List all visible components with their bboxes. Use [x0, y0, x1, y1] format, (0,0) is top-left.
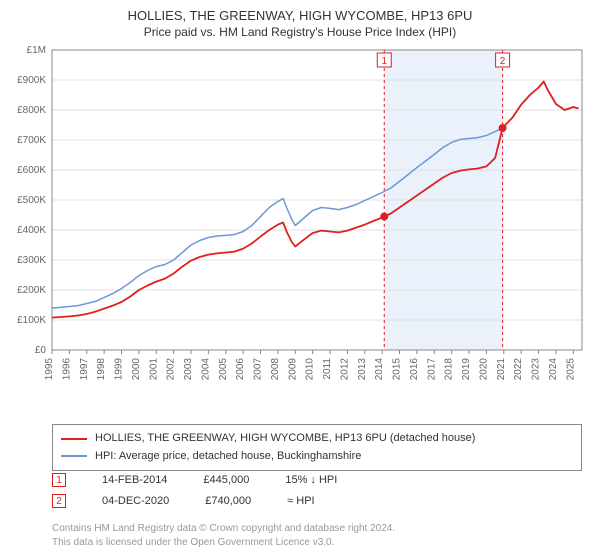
- svg-text:2012: 2012: [339, 358, 350, 381]
- svg-text:1999: 1999: [114, 358, 125, 381]
- svg-text:2015: 2015: [392, 358, 403, 381]
- svg-text:2000: 2000: [131, 358, 142, 381]
- svg-text:2016: 2016: [409, 358, 420, 381]
- svg-text:£700K: £700K: [17, 135, 46, 146]
- footer-attribution: Contains HM Land Registry data © Crown c…: [52, 522, 395, 550]
- legend-label-property: HOLLIES, THE GREENWAY, HIGH WYCOMBE, HP1…: [95, 430, 475, 448]
- legend-swatch-hpi: [61, 455, 87, 457]
- legend-box: HOLLIES, THE GREENWAY, HIGH WYCOMBE, HP1…: [52, 424, 582, 471]
- svg-text:£200K: £200K: [17, 285, 46, 296]
- svg-text:2007: 2007: [253, 358, 264, 381]
- svg-text:2006: 2006: [235, 358, 246, 381]
- legend-row-property: HOLLIES, THE GREENWAY, HIGH WYCOMBE, HP1…: [61, 430, 573, 448]
- svg-text:2002: 2002: [166, 358, 177, 381]
- marker-box-2: 2: [52, 494, 66, 508]
- svg-text:2: 2: [500, 56, 506, 67]
- svg-text:2004: 2004: [200, 358, 211, 381]
- marker-price-1: £445,000: [203, 470, 249, 491]
- svg-text:£0: £0: [35, 345, 47, 356]
- svg-text:2003: 2003: [183, 358, 194, 381]
- svg-text:2013: 2013: [357, 358, 368, 381]
- svg-text:2024: 2024: [548, 358, 559, 381]
- legend-row-hpi: HPI: Average price, detached house, Buck…: [61, 448, 573, 466]
- svg-text:£400K: £400K: [17, 225, 46, 236]
- svg-text:2022: 2022: [513, 358, 524, 381]
- chart-svg: £0£100K£200K£300K£400K£500K£600K£700K£80…: [52, 50, 582, 390]
- svg-text:2009: 2009: [287, 358, 298, 381]
- footer-line2: This data is licensed under the Open Gov…: [52, 536, 395, 550]
- svg-text:2001: 2001: [148, 358, 159, 381]
- marker-table: 1 14-FEB-2014 £445,000 15% ↓ HPI 2 04-DE…: [52, 470, 582, 512]
- svg-text:2018: 2018: [444, 358, 455, 381]
- svg-text:£1M: £1M: [27, 45, 46, 56]
- marker-row-2: 2 04-DEC-2020 £740,000 ≈ HPI: [52, 491, 582, 512]
- marker-date-1: 14-FEB-2014: [102, 470, 167, 491]
- svg-text:2019: 2019: [461, 358, 472, 381]
- svg-text:2023: 2023: [531, 358, 542, 381]
- svg-text:1995: 1995: [44, 358, 55, 381]
- legend-label-hpi: HPI: Average price, detached house, Buck…: [95, 448, 361, 466]
- svg-text:1: 1: [381, 56, 387, 67]
- svg-text:£100K: £100K: [17, 315, 46, 326]
- chart-container: HOLLIES, THE GREENWAY, HIGH WYCOMBE, HP1…: [0, 0, 600, 560]
- marker-date-2: 04-DEC-2020: [102, 491, 169, 512]
- svg-text:2008: 2008: [270, 358, 281, 381]
- marker-row-1: 1 14-FEB-2014 £445,000 15% ↓ HPI: [52, 470, 582, 491]
- svg-text:£800K: £800K: [17, 105, 46, 116]
- svg-text:1996: 1996: [61, 358, 72, 381]
- legend-swatch-property: [61, 438, 87, 440]
- svg-text:2025: 2025: [565, 358, 576, 381]
- svg-text:1998: 1998: [96, 358, 107, 381]
- svg-text:2017: 2017: [426, 358, 437, 381]
- svg-text:£300K: £300K: [17, 255, 46, 266]
- marker-delta-1: 15% ↓ HPI: [285, 470, 337, 491]
- svg-text:£900K: £900K: [17, 75, 46, 86]
- footer-line1: Contains HM Land Registry data © Crown c…: [52, 522, 395, 536]
- svg-text:2011: 2011: [322, 358, 333, 380]
- chart-title: HOLLIES, THE GREENWAY, HIGH WYCOMBE, HP1…: [0, 0, 600, 23]
- chart-plot-area: £0£100K£200K£300K£400K£500K£600K£700K£80…: [52, 50, 582, 390]
- chart-subtitle: Price paid vs. HM Land Registry's House …: [0, 25, 600, 39]
- svg-text:1997: 1997: [79, 358, 90, 381]
- marker-delta-2: ≈ HPI: [287, 491, 314, 512]
- marker-box-1: 1: [52, 473, 66, 487]
- svg-text:2005: 2005: [218, 358, 229, 381]
- svg-text:2010: 2010: [305, 358, 316, 381]
- svg-text:2014: 2014: [374, 358, 385, 381]
- svg-text:£600K: £600K: [17, 165, 46, 176]
- marker-price-2: £740,000: [205, 491, 251, 512]
- svg-text:2021: 2021: [496, 358, 507, 381]
- svg-text:£500K: £500K: [17, 195, 46, 206]
- svg-text:2020: 2020: [478, 358, 489, 381]
